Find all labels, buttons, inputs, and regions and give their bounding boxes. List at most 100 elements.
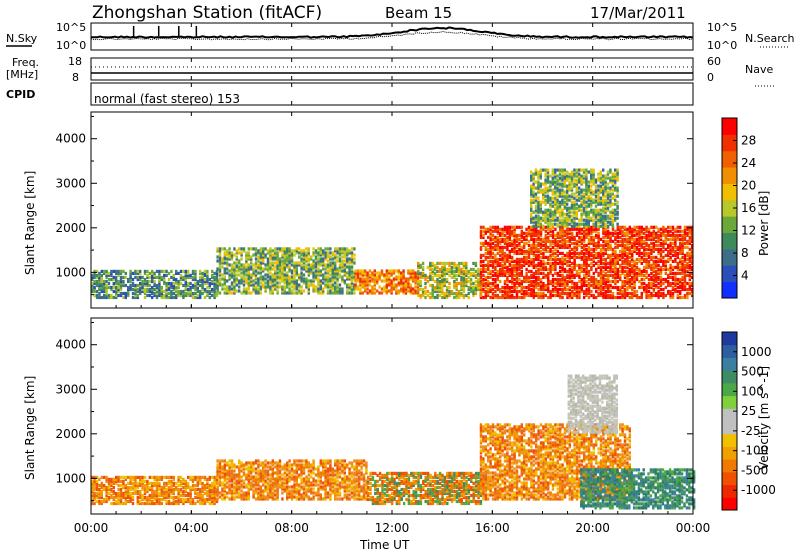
heatmap-cell bbox=[101, 296, 103, 299]
heatmap-cell bbox=[262, 247, 264, 250]
heatmap-cell bbox=[359, 269, 361, 272]
heatmap-cell bbox=[600, 244, 602, 247]
heatmap-cell bbox=[636, 262, 638, 265]
heatmap-cell bbox=[262, 267, 264, 270]
heatmap-cell bbox=[329, 261, 331, 264]
heatmap-cell bbox=[571, 262, 573, 265]
heatmap-cell bbox=[221, 265, 223, 268]
heatmap-cell bbox=[420, 288, 422, 291]
heatmap-cell bbox=[669, 282, 671, 285]
heatmap-cell bbox=[489, 286, 491, 289]
heatmap-cell bbox=[597, 260, 599, 263]
colorbar-swatch bbox=[722, 265, 737, 282]
heatmap-cell bbox=[592, 191, 594, 194]
heatmap-cell bbox=[96, 294, 98, 297]
heatmap-cell bbox=[679, 266, 681, 269]
heatmap-cell bbox=[168, 272, 170, 275]
heatmap-cell bbox=[327, 251, 329, 254]
heatmap-cell bbox=[521, 246, 523, 249]
heatmap-cell bbox=[530, 244, 532, 247]
heatmap-cell bbox=[552, 189, 554, 192]
heatmap-cell bbox=[545, 284, 547, 287]
heatmap-cell bbox=[369, 269, 371, 272]
heatmap-cell bbox=[298, 261, 300, 264]
heatmap-cell bbox=[607, 274, 609, 277]
heatmap-cell bbox=[588, 171, 590, 174]
heatmap-cell bbox=[518, 282, 520, 285]
heatmap-cell bbox=[317, 251, 319, 254]
heatmap-cell bbox=[482, 264, 484, 267]
heatmap-cell bbox=[679, 226, 681, 229]
heatmap-cell bbox=[499, 238, 501, 241]
heatmap-cell bbox=[336, 283, 338, 286]
heatmap-cell bbox=[305, 277, 307, 280]
heatmap-cell bbox=[341, 247, 343, 250]
heatmap-cell bbox=[238, 259, 240, 262]
heatmap-cell bbox=[631, 250, 633, 253]
heatmap-cell bbox=[569, 264, 571, 267]
nave-tick-bottom: 0 bbox=[707, 71, 714, 84]
heatmap-cell bbox=[96, 500, 98, 503]
heatmap-cell bbox=[588, 296, 590, 299]
heatmap-cell bbox=[451, 290, 453, 293]
heatmap-cell bbox=[564, 238, 566, 241]
heatmap-cell bbox=[103, 270, 105, 273]
heatmap-cell bbox=[689, 292, 691, 295]
heatmap-cell bbox=[674, 272, 676, 275]
heatmap-cell bbox=[677, 272, 679, 275]
heatmap-cell bbox=[324, 247, 326, 250]
heatmap-cell bbox=[371, 277, 373, 280]
heatmap-cell bbox=[650, 256, 652, 259]
y-tick-label: 4000 bbox=[55, 132, 86, 146]
heatmap-cell bbox=[334, 261, 336, 264]
heatmap-cell bbox=[383, 273, 385, 276]
heatmap-cell bbox=[571, 252, 573, 255]
heatmap-cell bbox=[552, 262, 554, 265]
heatmap-cell bbox=[624, 238, 626, 241]
heatmap-cell bbox=[329, 289, 331, 292]
heatmap-cell bbox=[590, 169, 592, 172]
heatmap-cell bbox=[211, 280, 213, 283]
heatmap-cell bbox=[669, 234, 671, 237]
heatmap-cell bbox=[238, 279, 240, 282]
heatmap-cell bbox=[248, 291, 250, 294]
heatmap-cell bbox=[264, 285, 266, 288]
heatmap-cell bbox=[588, 270, 590, 273]
heatmap-cell bbox=[332, 291, 334, 294]
heatmap-cell bbox=[511, 226, 513, 229]
heatmap-cell bbox=[274, 283, 276, 286]
heatmap-cell bbox=[578, 223, 580, 226]
heatmap-cell bbox=[580, 195, 582, 198]
heatmap-cell bbox=[607, 270, 609, 273]
heatmap-cell bbox=[499, 254, 501, 257]
heatmap-cell bbox=[602, 207, 604, 210]
heatmap-cell bbox=[657, 228, 659, 231]
heatmap-cell bbox=[576, 252, 578, 255]
heatmap-cell bbox=[499, 296, 501, 299]
beam-label: Beam 15 bbox=[385, 4, 452, 22]
heatmap-cell bbox=[369, 273, 371, 276]
heatmap-cell bbox=[643, 228, 645, 231]
colorbar-tick-label: 16 bbox=[741, 201, 756, 215]
heatmap-cell bbox=[393, 277, 395, 280]
heatmap-cell bbox=[468, 286, 470, 289]
heatmap-cell bbox=[638, 296, 640, 299]
heatmap-cell bbox=[552, 177, 554, 180]
heatmap-cell bbox=[257, 277, 259, 280]
heatmap-cell bbox=[561, 226, 563, 229]
heatmap-cell bbox=[113, 296, 115, 299]
heatmap-cell bbox=[518, 290, 520, 293]
heatmap-cell bbox=[578, 280, 580, 283]
heatmap-cell bbox=[655, 248, 657, 251]
heatmap-cell bbox=[243, 263, 245, 266]
heatmap-cell bbox=[518, 296, 520, 299]
heatmap-cell bbox=[578, 286, 580, 289]
heatmap-cell bbox=[252, 253, 254, 256]
heatmap-cell bbox=[545, 294, 547, 297]
heatmap-cell bbox=[460, 262, 462, 265]
heatmap-cell bbox=[614, 250, 616, 253]
heatmap-cell bbox=[525, 290, 527, 293]
heatmap-cell bbox=[209, 296, 211, 299]
heatmap-cell bbox=[617, 280, 619, 283]
y-tick-label: 3000 bbox=[55, 176, 86, 190]
